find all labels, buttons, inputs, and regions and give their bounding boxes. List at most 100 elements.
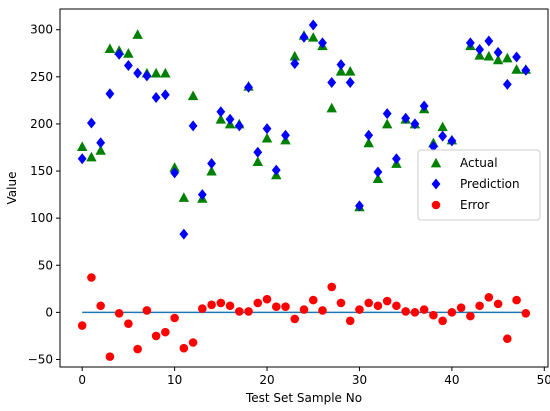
prediction-point bbox=[410, 118, 420, 130]
prediction-point bbox=[262, 123, 272, 135]
error-point bbox=[447, 308, 457, 317]
legend-marker-prediction bbox=[431, 178, 441, 190]
error-point bbox=[521, 309, 531, 318]
actual-point bbox=[76, 141, 88, 151]
y-tick-label: −50 bbox=[28, 352, 53, 366]
actual-point bbox=[363, 137, 374, 148]
error-point bbox=[373, 301, 383, 311]
actual-point bbox=[502, 52, 513, 63]
actual-point bbox=[215, 114, 227, 124]
error-point bbox=[124, 319, 133, 328]
actual-point bbox=[187, 90, 199, 101]
error-point bbox=[216, 298, 226, 308]
error-point bbox=[161, 327, 170, 337]
error-point bbox=[170, 313, 179, 323]
prediction-point bbox=[484, 35, 494, 47]
error-point bbox=[345, 316, 355, 326]
prediction-point bbox=[318, 37, 327, 49]
legend-marker-error bbox=[431, 200, 441, 210]
error-point bbox=[114, 309, 124, 318]
prediction-point bbox=[179, 228, 189, 240]
actual-point bbox=[326, 102, 337, 113]
error-point bbox=[401, 307, 410, 316]
error-point bbox=[318, 306, 327, 315]
legend-entry-prediction: Prediction bbox=[431, 177, 520, 191]
x-axis-label: Test Set Sample No bbox=[245, 391, 362, 405]
prediction-point bbox=[438, 130, 448, 142]
x-tick-label: 0 bbox=[78, 373, 86, 387]
error-point bbox=[299, 305, 309, 314]
error-point bbox=[466, 311, 475, 321]
prediction-point bbox=[253, 146, 263, 158]
error-point bbox=[207, 300, 216, 310]
prediction-point bbox=[207, 158, 216, 170]
actual-point bbox=[345, 65, 356, 76]
actual-point bbox=[206, 165, 217, 176]
actual-point bbox=[308, 32, 319, 42]
actual-point bbox=[178, 192, 190, 202]
error-point bbox=[355, 305, 364, 314]
prediction-point bbox=[197, 189, 207, 201]
y-tick-label: 150 bbox=[30, 164, 53, 178]
legend-label-error: Error bbox=[460, 198, 489, 212]
prediction-point bbox=[188, 120, 198, 132]
prediction-point bbox=[114, 48, 124, 60]
x-tick-label: 10 bbox=[167, 373, 182, 387]
actual-point bbox=[381, 118, 393, 129]
error-point bbox=[327, 282, 337, 292]
error-point bbox=[244, 307, 253, 316]
error-point bbox=[456, 303, 466, 312]
prediction-point bbox=[151, 92, 161, 104]
x-tick-label: 40 bbox=[444, 373, 459, 387]
y-tick-label: 250 bbox=[30, 70, 53, 84]
error-point bbox=[493, 299, 503, 309]
actual-point bbox=[150, 67, 162, 78]
actual-point bbox=[160, 67, 171, 78]
y-tick-label: 50 bbox=[38, 258, 53, 272]
error-point bbox=[96, 301, 105, 311]
x-tick-label: 30 bbox=[352, 373, 367, 387]
error-point bbox=[188, 338, 198, 347]
error-point bbox=[198, 304, 207, 313]
prediction-point bbox=[428, 141, 438, 153]
error-point bbox=[253, 298, 263, 308]
prediction-point bbox=[447, 135, 457, 147]
error-point bbox=[151, 331, 161, 341]
prediction-point bbox=[502, 78, 512, 90]
actual-point bbox=[132, 29, 143, 39]
prediction-point bbox=[77, 153, 87, 165]
actual-point bbox=[289, 50, 300, 61]
legend-marker-actual bbox=[430, 157, 442, 168]
prediction-point bbox=[160, 89, 170, 101]
prediction-point bbox=[392, 153, 401, 165]
error-point bbox=[419, 305, 429, 314]
error-point bbox=[225, 301, 235, 311]
prediction-point bbox=[373, 166, 383, 178]
error-point bbox=[290, 314, 300, 324]
prediction-point bbox=[281, 129, 290, 141]
prediction-point bbox=[327, 76, 337, 88]
actual-point bbox=[86, 151, 97, 162]
prediction-point bbox=[493, 46, 503, 58]
actual-point bbox=[104, 43, 116, 53]
actual-point bbox=[437, 121, 448, 132]
prediction-point bbox=[225, 113, 235, 125]
prediction-point bbox=[234, 120, 244, 132]
error-point bbox=[77, 321, 87, 330]
error-point bbox=[308, 295, 318, 305]
prediction-point bbox=[271, 164, 281, 176]
data-marks bbox=[76, 19, 532, 361]
prediction-point bbox=[290, 58, 300, 70]
prediction-point bbox=[401, 112, 411, 124]
y-tick-label: 300 bbox=[30, 23, 53, 37]
prediction-point bbox=[382, 108, 392, 120]
error-point bbox=[271, 302, 281, 312]
error-point bbox=[336, 298, 346, 308]
x-tick-label: 20 bbox=[259, 373, 274, 387]
error-point bbox=[429, 310, 438, 320]
error-point bbox=[475, 301, 484, 311]
error-point bbox=[410, 308, 420, 317]
prediction-point bbox=[216, 106, 226, 118]
y-tick-label: 100 bbox=[30, 211, 53, 225]
prediction-point bbox=[512, 51, 521, 63]
